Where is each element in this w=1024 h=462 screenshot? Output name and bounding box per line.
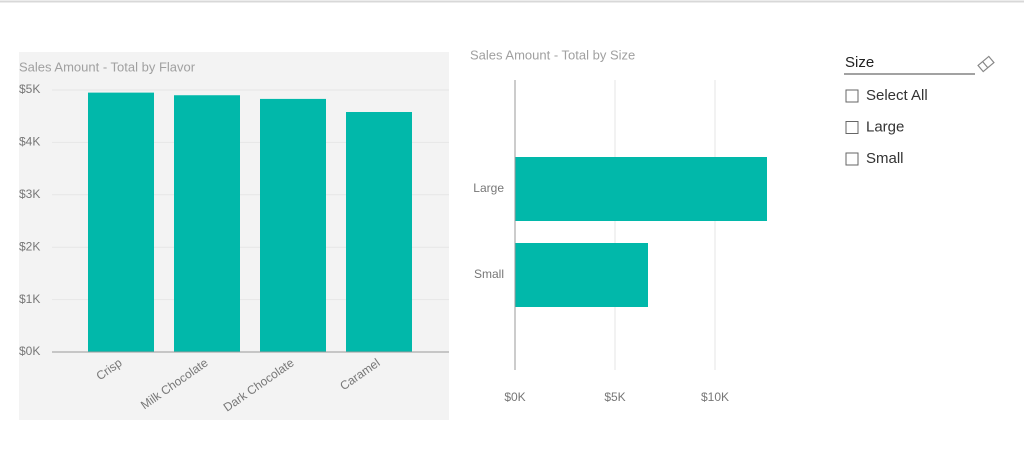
y-tick-label: Large xyxy=(473,181,504,195)
bar[interactable] xyxy=(88,92,154,353)
bar[interactable] xyxy=(174,95,240,353)
y-tick-label: $5K xyxy=(19,82,40,96)
chart-title: Sales Amount - Total by Flavor xyxy=(19,59,196,74)
slicer-item[interactable]: Select All xyxy=(866,87,928,104)
checkbox[interactable] xyxy=(845,121,859,134)
x-tick-label: $10K xyxy=(701,390,729,404)
bar[interactable] xyxy=(346,112,412,353)
checkbox[interactable] xyxy=(845,152,859,166)
checkbox[interactable] xyxy=(845,89,859,103)
y-tick-label: $2K xyxy=(19,239,40,253)
bar[interactable] xyxy=(260,98,326,353)
x-tick-label: $0K xyxy=(504,390,525,404)
bar[interactable] xyxy=(515,243,648,307)
y-tick-label: $1K xyxy=(19,292,40,306)
x-tick-label: $5K xyxy=(604,390,625,404)
slicer-item[interactable]: Small xyxy=(866,150,904,167)
y-tick-label: Small xyxy=(474,267,504,281)
y-tick-label: $4K xyxy=(19,135,40,149)
slicer-title: Size xyxy=(845,54,874,71)
y-tick-label: $0K xyxy=(19,344,40,358)
chart-title: Sales Amount - Total by Size xyxy=(470,47,635,62)
y-tick-label: $3K xyxy=(19,187,40,201)
eraser-icon[interactable] xyxy=(977,55,995,73)
slicer-item[interactable]: Large xyxy=(866,118,904,135)
bar[interactable] xyxy=(515,157,767,221)
